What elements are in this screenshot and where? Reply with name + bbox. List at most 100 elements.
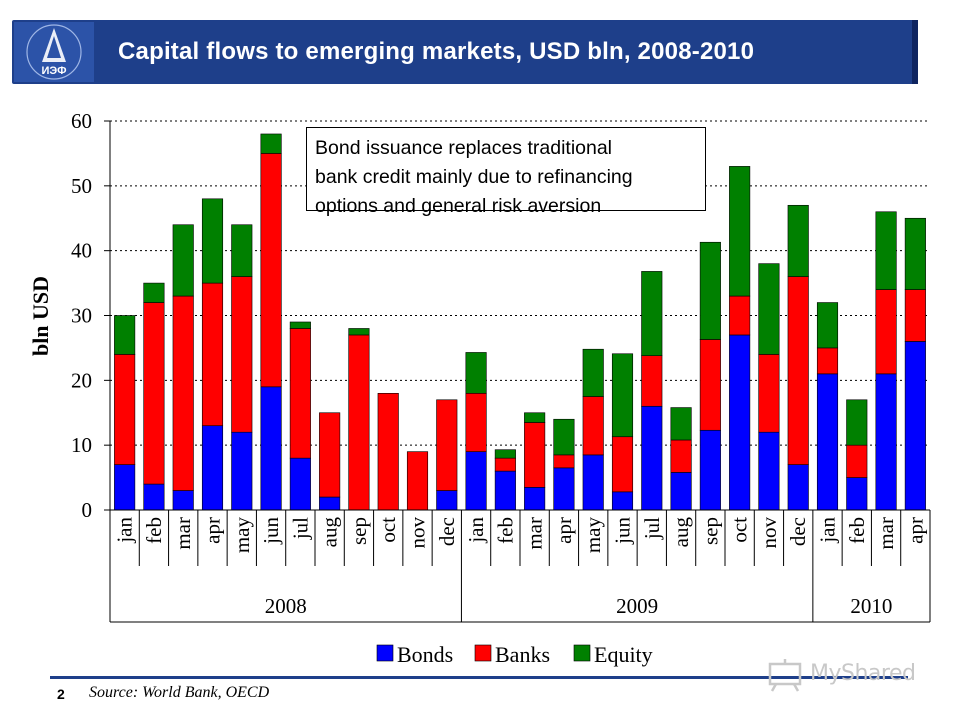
legend-swatch-banks — [474, 644, 492, 662]
bar-equity — [875, 211, 897, 290]
bar-bonds — [319, 496, 341, 511]
bar-bonds — [641, 405, 663, 511]
bar-equity — [201, 198, 224, 284]
bar-banks — [114, 354, 136, 465]
x-tick-label: sep — [347, 517, 371, 545]
x-tick-label: jan — [113, 517, 137, 544]
x-tick-label: feb — [845, 517, 869, 544]
x-tick-label: mar — [171, 517, 195, 550]
bar-banks — [201, 282, 224, 427]
bar-banks — [406, 451, 429, 511]
bar-equity — [289, 321, 311, 329]
bar-equity — [143, 282, 165, 303]
bar-bonds — [289, 457, 311, 511]
bar-banks — [699, 339, 721, 431]
x-tick-label: nov — [406, 517, 430, 549]
annotation-line: bank credit mainly due to refinancing — [315, 166, 633, 188]
x-tick-label: apr — [903, 517, 927, 544]
x-tick-label: sep — [698, 517, 722, 545]
bar-bonds — [729, 334, 751, 511]
logo-text: ИЭФ — [42, 65, 67, 77]
bar-bonds — [787, 464, 809, 511]
x-tick-label: may — [581, 517, 605, 554]
bar-bonds — [260, 386, 282, 511]
x-tick-label: oct — [728, 517, 752, 543]
page-title: Capital flows to emerging markets, USD b… — [118, 38, 755, 65]
x-tick-label: feb — [493, 517, 517, 544]
bar-bonds — [846, 477, 868, 511]
x-tick-label: dec — [435, 517, 459, 546]
bar-bonds — [465, 451, 487, 511]
bar-equity — [816, 302, 839, 349]
x-tick-label: mar — [523, 517, 547, 550]
source-note: Source: World Bank, OECD — [89, 684, 270, 701]
bar-equity — [670, 407, 692, 441]
bar-bonds — [553, 467, 575, 511]
bar-bonds — [582, 454, 604, 511]
x-tick-label: nov — [757, 517, 781, 549]
header-bar — [12, 20, 918, 84]
legend-swatch-bonds — [376, 644, 394, 662]
bar-banks — [758, 354, 780, 433]
y-tick-label: 30 — [71, 304, 92, 328]
bar-equity — [904, 217, 926, 290]
bar-equity — [729, 166, 751, 297]
bar-equity — [260, 133, 282, 154]
bar-equity — [172, 224, 194, 297]
bar-banks — [231, 276, 253, 433]
legend-label-equity: Equity — [594, 642, 653, 667]
bar-bonds — [699, 429, 721, 511]
watermark: MyShared — [810, 661, 916, 686]
bar-equity — [787, 204, 809, 277]
bar-bonds — [904, 341, 926, 511]
legend-label-banks: Banks — [495, 642, 550, 667]
legend-swatch-equity — [573, 644, 591, 662]
bar-banks — [172, 295, 194, 491]
y-tick-label: 0 — [82, 498, 93, 522]
bar-banks — [465, 392, 487, 452]
x-tick-label: apr — [201, 517, 225, 544]
bar-banks — [524, 422, 546, 488]
bar-bonds — [201, 425, 224, 511]
x-tick-label: jul — [640, 517, 664, 540]
bar-banks — [582, 396, 604, 456]
bar-banks — [494, 457, 516, 472]
y-tick-label: 10 — [71, 433, 92, 457]
year-label: 2010 — [850, 594, 892, 618]
x-tick-label: apr — [552, 517, 576, 544]
x-tick-label: dec — [786, 517, 810, 546]
x-tick-label: jun — [611, 517, 635, 545]
bar-bonds — [436, 490, 458, 511]
header-accent — [912, 20, 918, 84]
bar-banks — [319, 412, 341, 498]
bar-bonds — [875, 373, 897, 511]
bar-equity — [611, 353, 634, 438]
bar-equity — [758, 263, 780, 355]
annotation-line: options and general risk aversion — [315, 195, 602, 217]
bar-equity — [348, 328, 370, 336]
y-axis-label: bln USD — [28, 276, 53, 356]
bar-equity — [553, 418, 575, 456]
bar-equity — [465, 352, 487, 394]
bar-banks — [553, 454, 575, 469]
bar-equity — [114, 315, 136, 355]
x-tick-label: mar — [874, 517, 898, 550]
year-label: 2008 — [265, 594, 307, 618]
y-tick-label: 60 — [71, 109, 92, 133]
x-tick-label: may — [230, 517, 254, 554]
x-tick-label: feb — [142, 517, 166, 544]
bar-bonds — [816, 373, 839, 511]
bar-equity — [494, 449, 516, 459]
bar-banks — [377, 392, 399, 511]
bar-bonds — [494, 470, 516, 511]
legend-label-bonds: Bonds — [397, 642, 453, 667]
annotation-box: Bond issuance replaces traditional bank … — [306, 127, 706, 217]
y-tick-label: 50 — [71, 174, 92, 198]
bar-bonds — [172, 490, 194, 511]
bar-banks — [787, 276, 809, 465]
footer-divider — [50, 676, 908, 679]
bar-bonds — [143, 483, 165, 511]
institute-logo-icon: ИЭФ — [14, 22, 94, 82]
bar-equity — [699, 241, 721, 340]
bar-banks — [729, 295, 751, 336]
